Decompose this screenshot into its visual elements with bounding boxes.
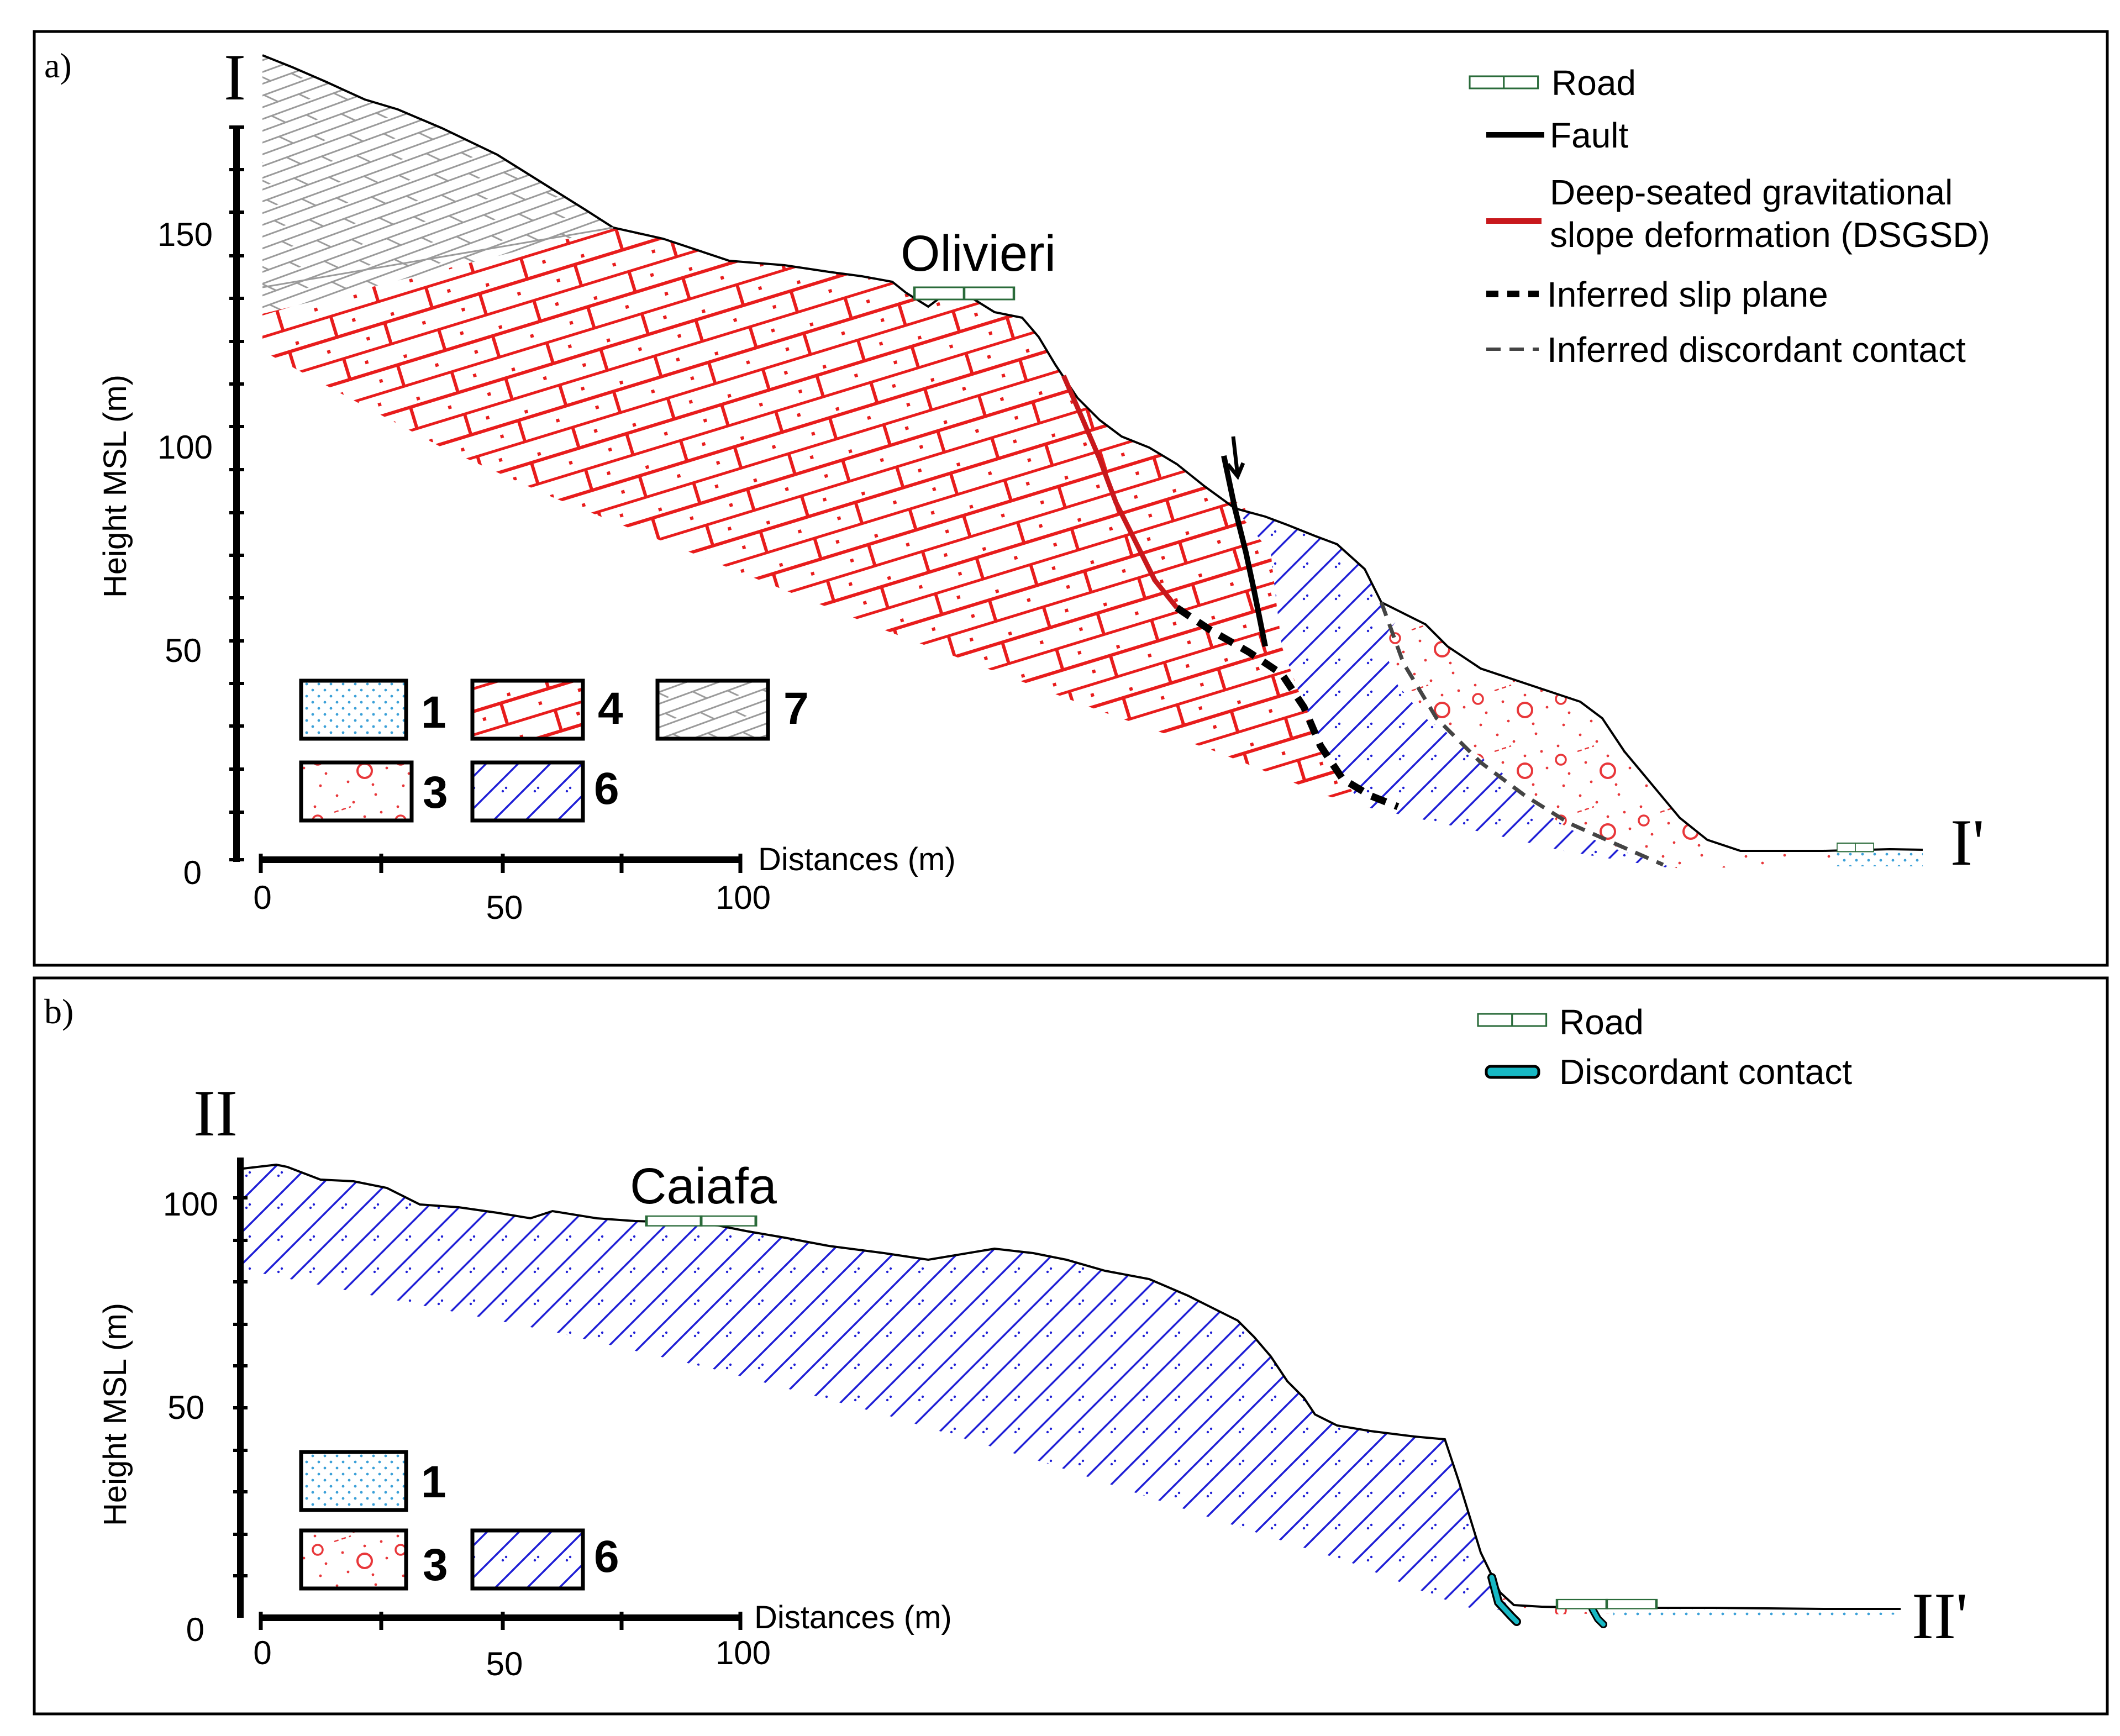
unit-1-number-a: 1	[421, 687, 446, 738]
legend-contact-text-b: Discordant contact	[1559, 1052, 1852, 1092]
unit-3-body-b	[1500, 1597, 1613, 1614]
unit-3-swatch-a	[299, 760, 414, 823]
inferred-slip-plane	[1175, 604, 1400, 811]
inferred-discordant-contact	[1379, 601, 1664, 867]
unit-legend-a: 1 4 7 3 6	[299, 678, 809, 823]
dsgsd-line	[1061, 375, 1179, 609]
cross-section-b	[243, 1163, 1901, 1628]
unit-3-number-b: 3	[423, 1540, 448, 1590]
legend-road-text-b: Road	[1559, 1002, 1644, 1042]
topographic-profile-b	[243, 1163, 1901, 1610]
y-axis-title-a: Height MSL (m)	[97, 375, 133, 598]
y-axis-a: 0 50 100 150 Height MSL (m)	[97, 125, 244, 891]
y-tick-150: 150	[157, 216, 213, 253]
y-tick-50-b: 50	[167, 1389, 204, 1426]
road-legend-icon-b	[1477, 1013, 1548, 1027]
place-caiafa: Caiafa	[630, 1158, 777, 1214]
place-olivieri: Olivieri	[901, 225, 1056, 282]
y-tick-100: 100	[157, 429, 213, 466]
y-axis-title-b: Height MSL (m)	[97, 1303, 133, 1526]
unit-4-number-a: 4	[598, 683, 623, 734]
unit-4-body	[262, 228, 1376, 809]
x-tick-100-b: 100	[716, 1634, 771, 1671]
y-tick-0: 0	[183, 854, 202, 891]
legend-road-text: Road	[1551, 63, 1636, 103]
legend-dsgsd-text-2: slope deformation (DSGSD)	[1550, 215, 1990, 255]
road-valley-b	[1557, 1600, 1656, 1609]
legend-b: Road Discordant contact	[1477, 1002, 1852, 1092]
y-tick-0-b: 0	[186, 1611, 204, 1648]
unit-1-swatch-b	[299, 1450, 408, 1512]
unit-7-body	[262, 55, 613, 343]
section-mark-end-b: II'	[1912, 1579, 1968, 1653]
unit-1-swatch-a	[299, 678, 408, 741]
y-tick-100-b: 100	[163, 1186, 218, 1223]
x-axis-title-a: Distances (m)	[758, 841, 956, 877]
unit-1-number-b: 1	[421, 1457, 446, 1507]
unit-6-body-b	[243, 1165, 1514, 1613]
unit-1-body	[1834, 850, 1923, 866]
discordant-contact-2-fill	[1590, 1607, 1606, 1627]
panel-a-frame	[33, 30, 2109, 967]
x-axis-b: 0 50 100 Distances (m)	[253, 1600, 951, 1682]
unit-3-body	[1381, 602, 1890, 870]
unit-6-swatch-a	[470, 760, 585, 823]
panel-b: b)	[33, 976, 2109, 1716]
topographic-profile-a	[262, 54, 1923, 852]
x-tick-50: 50	[486, 889, 523, 926]
fault-line	[1221, 455, 1268, 647]
road-olivieri	[914, 287, 1014, 299]
unit-6-body	[1235, 508, 1685, 870]
section-mark-start-a: I	[224, 40, 246, 114]
x-axis-a: 0 50 100 Distances (m)	[253, 841, 955, 926]
discordant-contact-1-fill	[1489, 1575, 1519, 1624]
cross-section-a	[262, 54, 1923, 870]
road-legend-icon	[1469, 75, 1539, 90]
panel-a-label: a)	[44, 46, 72, 85]
panel-b-label: b)	[44, 992, 73, 1031]
fault-arrow-icon	[1226, 436, 1245, 480]
y-axis-b: 0 50 100 Height MSL (m)	[97, 1158, 248, 1648]
unit-1-body-b	[1613, 1608, 1901, 1618]
unit-6-swatch-b	[470, 1528, 585, 1591]
x-tick-0-b: 0	[253, 1634, 271, 1671]
unit-7-number-a: 7	[783, 683, 809, 734]
panel-b-frame	[33, 976, 2109, 1716]
unit-7-swatch-a	[655, 678, 770, 741]
unit-7-boundary	[262, 227, 614, 288]
unit-4-swatch-a	[470, 678, 585, 741]
road-valley-a	[1836, 842, 1875, 853]
y-tick-50: 50	[165, 632, 202, 669]
legend-slip-text: Inferred slip plane	[1547, 275, 1828, 314]
unit-3-swatch-b	[299, 1528, 408, 1591]
panel-a: a)	[33, 30, 2109, 967]
section-mark-start-b: II	[193, 1076, 238, 1150]
x-tick-0: 0	[253, 879, 271, 916]
road-caiafa	[646, 1216, 756, 1226]
section-mark-end-a: I'	[1950, 806, 1985, 879]
x-tick-100: 100	[716, 879, 771, 916]
unit-6-number-a: 6	[594, 764, 619, 814]
unit-3-number-a: 3	[423, 767, 448, 818]
legend-dsgsd-text-1: Deep-seated gravitational	[1550, 172, 1953, 212]
unit-6-number-b: 6	[594, 1532, 619, 1582]
legend-fault-text: Fault	[1550, 115, 1629, 155]
x-tick-50-b: 50	[486, 1645, 523, 1682]
legend-a: Road Fault Deep-seated gravitational slo…	[1469, 63, 1990, 370]
unit-legend-b: 1 3 6	[299, 1450, 619, 1591]
x-axis-title-b: Distances (m)	[754, 1600, 952, 1635]
legend-contact-text: Inferred discordant contact	[1547, 330, 1966, 370]
contact-legend-icon-b	[1485, 1065, 1540, 1079]
